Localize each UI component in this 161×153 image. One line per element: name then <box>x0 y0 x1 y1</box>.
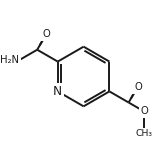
Text: CH₃: CH₃ <box>135 129 152 138</box>
Text: H₂N: H₂N <box>0 55 19 65</box>
Text: O: O <box>43 29 50 39</box>
Text: O: O <box>141 106 148 116</box>
Text: N: N <box>53 85 62 98</box>
Text: O: O <box>134 82 142 92</box>
